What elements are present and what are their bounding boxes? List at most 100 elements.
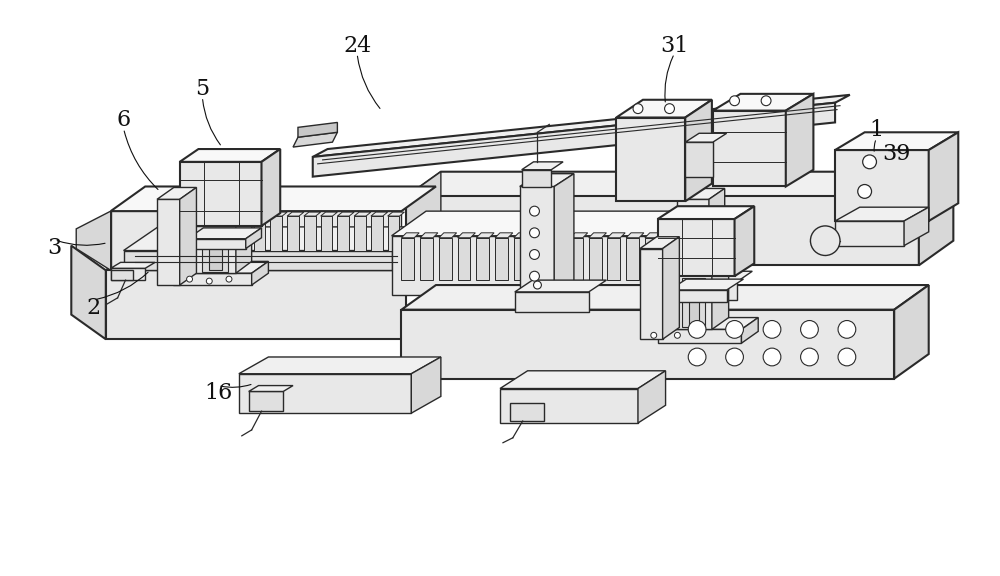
- Circle shape: [688, 348, 706, 366]
- Polygon shape: [170, 216, 182, 251]
- Polygon shape: [371, 216, 383, 251]
- Circle shape: [763, 348, 781, 366]
- Polygon shape: [919, 172, 953, 266]
- Polygon shape: [713, 94, 813, 111]
- Polygon shape: [675, 263, 729, 275]
- Circle shape: [763, 320, 781, 338]
- Polygon shape: [476, 238, 489, 280]
- Polygon shape: [392, 236, 658, 295]
- Polygon shape: [246, 228, 262, 249]
- Polygon shape: [551, 233, 569, 238]
- Polygon shape: [675, 275, 712, 329]
- Polygon shape: [392, 211, 692, 236]
- Polygon shape: [682, 278, 705, 327]
- Polygon shape: [194, 226, 236, 273]
- Polygon shape: [515, 292, 589, 312]
- Polygon shape: [520, 187, 554, 295]
- Polygon shape: [677, 199, 709, 285]
- Polygon shape: [187, 216, 198, 251]
- Polygon shape: [420, 238, 433, 280]
- Circle shape: [761, 96, 771, 105]
- Circle shape: [633, 104, 643, 113]
- Polygon shape: [270, 212, 287, 216]
- Polygon shape: [589, 233, 606, 238]
- Polygon shape: [180, 162, 262, 226]
- Polygon shape: [735, 206, 754, 276]
- Polygon shape: [187, 212, 203, 216]
- Polygon shape: [111, 268, 145, 280]
- Polygon shape: [406, 196, 919, 266]
- Polygon shape: [640, 249, 663, 339]
- Polygon shape: [495, 233, 513, 238]
- Circle shape: [726, 320, 743, 338]
- Polygon shape: [270, 216, 282, 251]
- Polygon shape: [835, 132, 958, 150]
- Polygon shape: [476, 233, 494, 238]
- Circle shape: [838, 348, 856, 366]
- Text: 5: 5: [195, 78, 209, 100]
- Polygon shape: [786, 94, 813, 187]
- Polygon shape: [406, 172, 953, 196]
- Polygon shape: [321, 212, 337, 216]
- Polygon shape: [254, 212, 270, 216]
- Polygon shape: [570, 233, 588, 238]
- Text: 31: 31: [660, 35, 689, 56]
- Polygon shape: [670, 271, 752, 282]
- Polygon shape: [495, 238, 508, 280]
- Polygon shape: [262, 149, 280, 226]
- Circle shape: [801, 348, 818, 366]
- Polygon shape: [304, 212, 321, 216]
- Polygon shape: [510, 403, 544, 421]
- Text: 24: 24: [343, 35, 371, 56]
- Polygon shape: [904, 207, 929, 245]
- Polygon shape: [420, 233, 438, 238]
- Polygon shape: [188, 228, 262, 238]
- Polygon shape: [929, 132, 958, 221]
- Polygon shape: [71, 245, 106, 339]
- Polygon shape: [835, 150, 929, 221]
- Polygon shape: [626, 233, 644, 238]
- Polygon shape: [401, 233, 419, 238]
- Polygon shape: [514, 238, 527, 280]
- Polygon shape: [401, 310, 894, 378]
- Polygon shape: [616, 118, 685, 201]
- Circle shape: [730, 96, 739, 105]
- Polygon shape: [287, 212, 304, 216]
- Polygon shape: [551, 238, 564, 280]
- Polygon shape: [533, 233, 550, 238]
- Polygon shape: [124, 251, 392, 270]
- Polygon shape: [638, 371, 666, 423]
- Polygon shape: [658, 219, 735, 276]
- Polygon shape: [458, 233, 475, 238]
- Polygon shape: [111, 263, 155, 268]
- Polygon shape: [180, 187, 196, 285]
- Polygon shape: [835, 207, 929, 221]
- Circle shape: [801, 320, 818, 338]
- Text: 2: 2: [87, 297, 101, 319]
- Polygon shape: [589, 238, 602, 280]
- Polygon shape: [236, 214, 252, 273]
- Polygon shape: [249, 385, 293, 392]
- Polygon shape: [354, 216, 366, 251]
- Polygon shape: [658, 206, 754, 219]
- Text: 3: 3: [47, 237, 62, 259]
- Polygon shape: [388, 212, 404, 216]
- Polygon shape: [689, 280, 699, 325]
- Polygon shape: [337, 212, 354, 216]
- Polygon shape: [180, 149, 280, 162]
- Polygon shape: [203, 216, 215, 251]
- Circle shape: [674, 332, 680, 338]
- Polygon shape: [645, 233, 663, 238]
- Polygon shape: [287, 216, 299, 251]
- Circle shape: [530, 228, 539, 238]
- Polygon shape: [645, 238, 658, 280]
- Polygon shape: [401, 238, 414, 280]
- Polygon shape: [658, 317, 758, 329]
- Polygon shape: [533, 238, 545, 280]
- Circle shape: [726, 348, 743, 366]
- Circle shape: [187, 276, 193, 282]
- Polygon shape: [658, 329, 741, 343]
- Polygon shape: [663, 237, 679, 339]
- Polygon shape: [304, 216, 316, 251]
- Text: 1: 1: [869, 119, 884, 141]
